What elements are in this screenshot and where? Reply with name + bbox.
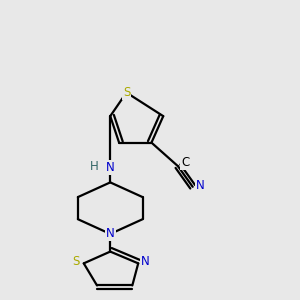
Text: H: H (90, 160, 98, 173)
Text: S: S (123, 86, 130, 99)
Text: N: N (196, 179, 204, 192)
Text: N: N (106, 227, 115, 240)
Text: C: C (181, 156, 190, 169)
Text: N: N (141, 255, 150, 268)
Text: N: N (106, 161, 115, 174)
Text: S: S (73, 255, 80, 268)
